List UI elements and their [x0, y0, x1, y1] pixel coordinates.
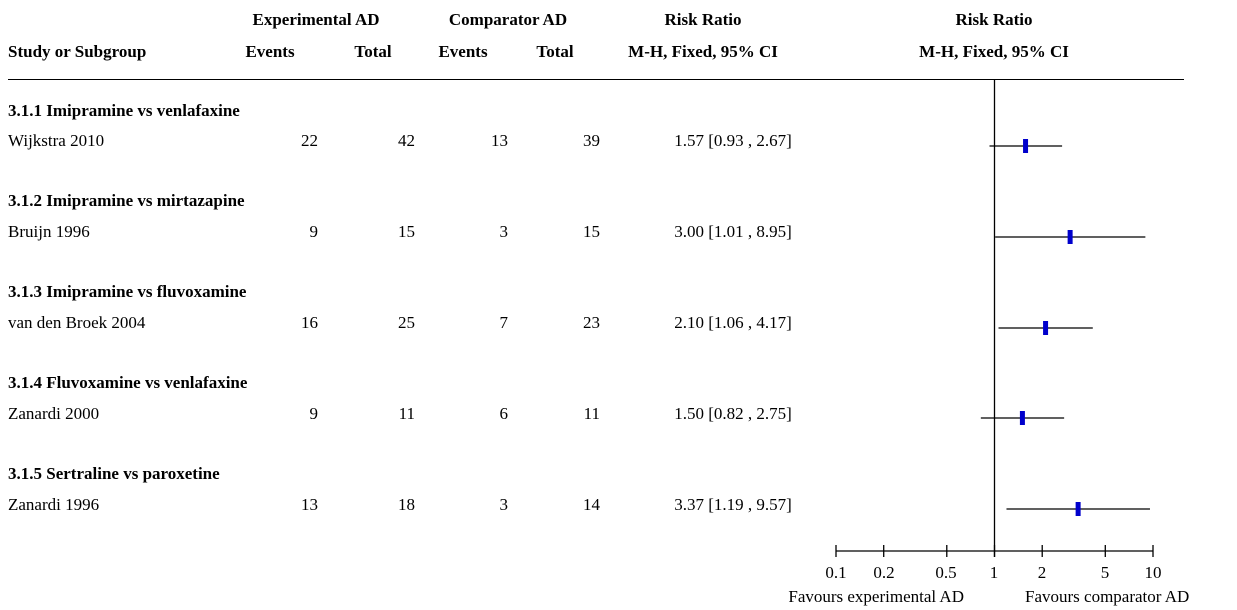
ci-text: 1.50 [0.82 , 2.75] — [674, 404, 792, 423]
point-estimate-marker — [1023, 139, 1029, 153]
study-name: Wijkstra 2010 — [8, 131, 105, 150]
header-comp-total: Total — [536, 42, 574, 61]
exp-events-value: 16 — [301, 313, 318, 332]
point-estimate-marker — [1019, 411, 1025, 425]
study-name: Zanardi 1996 — [8, 495, 100, 514]
header-plot-method: M-H, Fixed, 95% CI — [919, 42, 1069, 61]
comp-total-value: 11 — [583, 404, 600, 423]
ci-text: 3.37 [1.19 , 9.57] — [674, 495, 792, 514]
comp-events-value: 13 — [491, 131, 508, 150]
exp-events-value: 9 — [309, 404, 319, 423]
comp-total-value: 23 — [583, 313, 600, 332]
comp-events-value: 6 — [499, 404, 509, 423]
header-comp-events: Events — [438, 42, 488, 61]
comp-total-value: 39 — [583, 131, 600, 150]
subgroup-title: 3.1.1 Imipramine vs venlafaxine — [8, 101, 240, 120]
exp-total-value: 18 — [398, 495, 415, 514]
axis-tick-label: 0.2 — [873, 563, 895, 582]
comp-total-value: 15 — [583, 222, 600, 241]
exp-total-value: 15 — [398, 222, 415, 241]
axis-tick-label: 0.5 — [935, 563, 957, 582]
header-group2: Comparator AD — [448, 10, 568, 29]
exp-total-value: 42 — [398, 131, 415, 150]
study-name: van den Broek 2004 — [8, 313, 146, 332]
exp-total-value: 25 — [398, 313, 415, 332]
comp-events-value: 7 — [499, 313, 509, 332]
header-group1: Experimental AD — [252, 10, 380, 29]
header-exp-total: Total — [354, 42, 392, 61]
axis-tick-label: 5 — [1100, 563, 1110, 582]
ci-text: 1.57 [0.93 , 2.67] — [674, 131, 792, 150]
header-effect: Risk Ratio — [664, 10, 742, 29]
subgroup-title: 3.1.5 Sertraline vs paroxetine — [8, 464, 220, 483]
axis-tick-label: 1 — [989, 563, 999, 582]
header-plot-title: Risk Ratio — [955, 10, 1033, 29]
exp-events-value: 22 — [301, 131, 318, 150]
ci-text: 3.00 [1.01 , 8.95] — [674, 222, 792, 241]
point-estimate-marker — [1075, 502, 1081, 516]
favours-left-label: Favours experimental AD — [788, 587, 964, 606]
header-effect-method: M-H, Fixed, 95% CI — [628, 42, 778, 61]
favours-right-label: Favours comparator AD — [1025, 587, 1190, 606]
study-name: Zanardi 2000 — [8, 404, 100, 423]
subgroup-title: 3.1.2 Imipramine vs mirtazapine — [8, 191, 245, 210]
subgroup-title: 3.1.4 Fluvoxamine vs venlafaxine — [8, 373, 248, 392]
comp-total-value: 14 — [583, 495, 600, 514]
point-estimate-marker — [1067, 230, 1073, 244]
exp-events-value: 13 — [301, 495, 318, 514]
axis-tick-label: 10 — [1144, 563, 1162, 582]
subgroup-title: 3.1.3 Imipramine vs fluvoxamine — [8, 282, 247, 301]
axis-tick-label: 2 — [1037, 563, 1047, 582]
header-study-col: Study or Subgroup — [8, 42, 147, 61]
comp-events-value: 3 — [499, 222, 509, 241]
study-name: Bruijn 1996 — [8, 222, 90, 241]
header-divider — [8, 79, 1184, 80]
ci-text: 2.10 [1.06 , 4.17] — [674, 313, 792, 332]
exp-total-value: 11 — [398, 404, 415, 423]
point-estimate-marker — [1043, 321, 1049, 335]
header-exp-events: Events — [245, 42, 295, 61]
axis-tick-label: 0.1 — [825, 563, 847, 582]
exp-events-value: 9 — [309, 222, 319, 241]
comp-events-value: 3 — [499, 495, 509, 514]
